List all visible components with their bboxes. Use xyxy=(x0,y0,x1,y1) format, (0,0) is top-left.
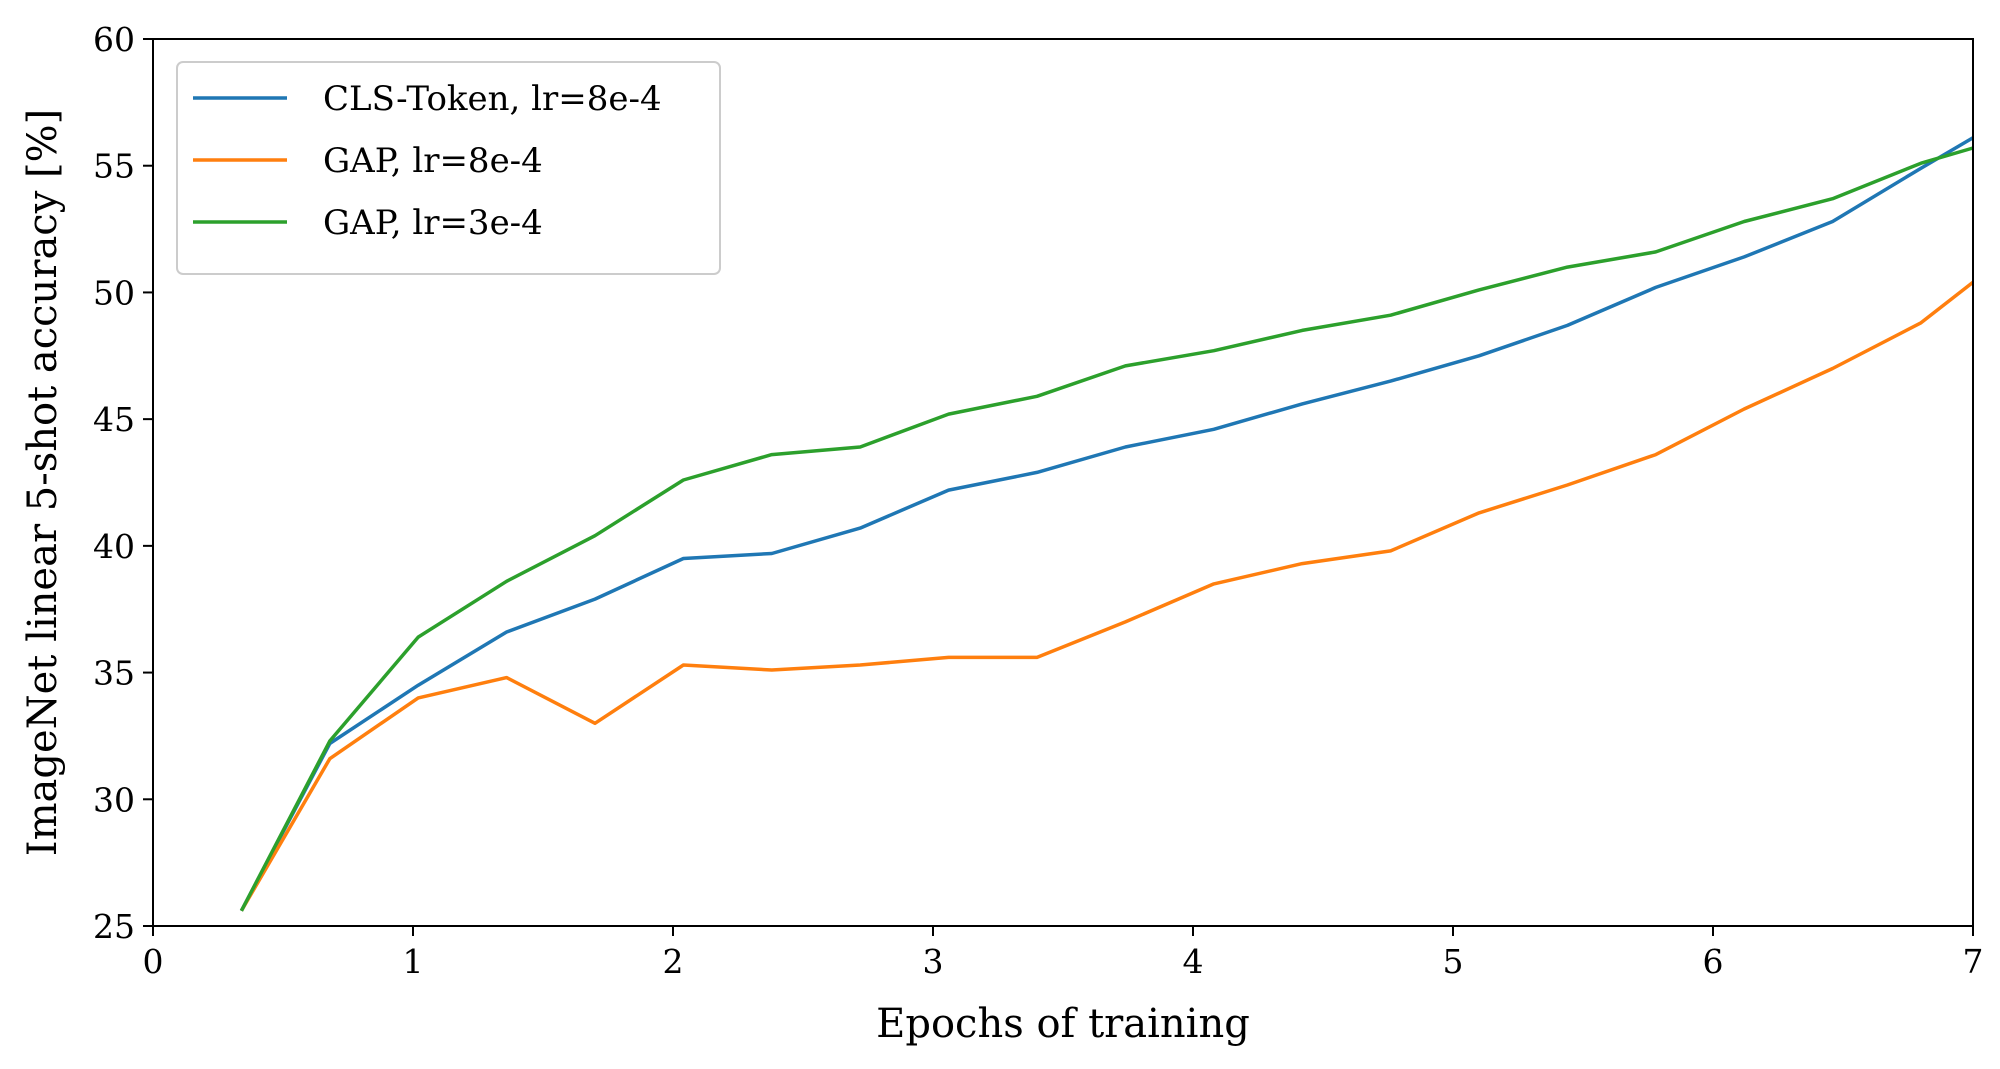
x-tick-label: 2 xyxy=(663,942,684,981)
x-tick-label: 0 xyxy=(143,942,164,981)
series-layer xyxy=(239,136,1975,912)
x-axis-label: Epochs of training xyxy=(876,1001,1250,1047)
y-axis-label: ImageNet linear 5-shot accuracy [%] xyxy=(20,109,66,856)
x-tick-label: 7 xyxy=(1963,942,1984,981)
x-tick-label: 1 xyxy=(403,942,424,981)
y-tick-label: 55 xyxy=(93,147,135,186)
series-line-2 xyxy=(239,280,1975,912)
y-tick-label: 40 xyxy=(93,527,135,566)
y-tick-label: 25 xyxy=(93,907,135,946)
series-line-3 xyxy=(239,146,1974,912)
y-tick-label: 35 xyxy=(93,654,135,693)
x-tick-label: 4 xyxy=(1183,942,1204,981)
plot-frame xyxy=(152,38,1974,927)
legend: CLS-Token, lr=8e-4 GAP, lr=8e-4 GAP, lr=3e… xyxy=(176,61,721,275)
series-line-1 xyxy=(239,136,1974,912)
legend-label-3: GAP, lr=3e-4 xyxy=(323,203,543,243)
y-tick-label: 60 xyxy=(93,20,135,59)
legend-label-1: CLS-Token, lr=8e-4 xyxy=(323,79,662,119)
y-tick-label: 45 xyxy=(93,400,135,439)
y-axis: 25 30 35 40 45 50 55 60 xyxy=(93,20,153,946)
y-tick-label: 30 xyxy=(93,780,135,819)
x-tick-label: 6 xyxy=(1703,942,1724,981)
legend-label-2: GAP, lr=8e-4 xyxy=(323,141,543,181)
legend-box xyxy=(176,61,721,275)
x-tick-label: 3 xyxy=(923,942,944,981)
x-axis: 0 1 2 3 4 5 6 7 xyxy=(143,926,1984,981)
x-tick-label: 5 xyxy=(1443,942,1464,981)
y-tick-label: 50 xyxy=(93,273,135,312)
